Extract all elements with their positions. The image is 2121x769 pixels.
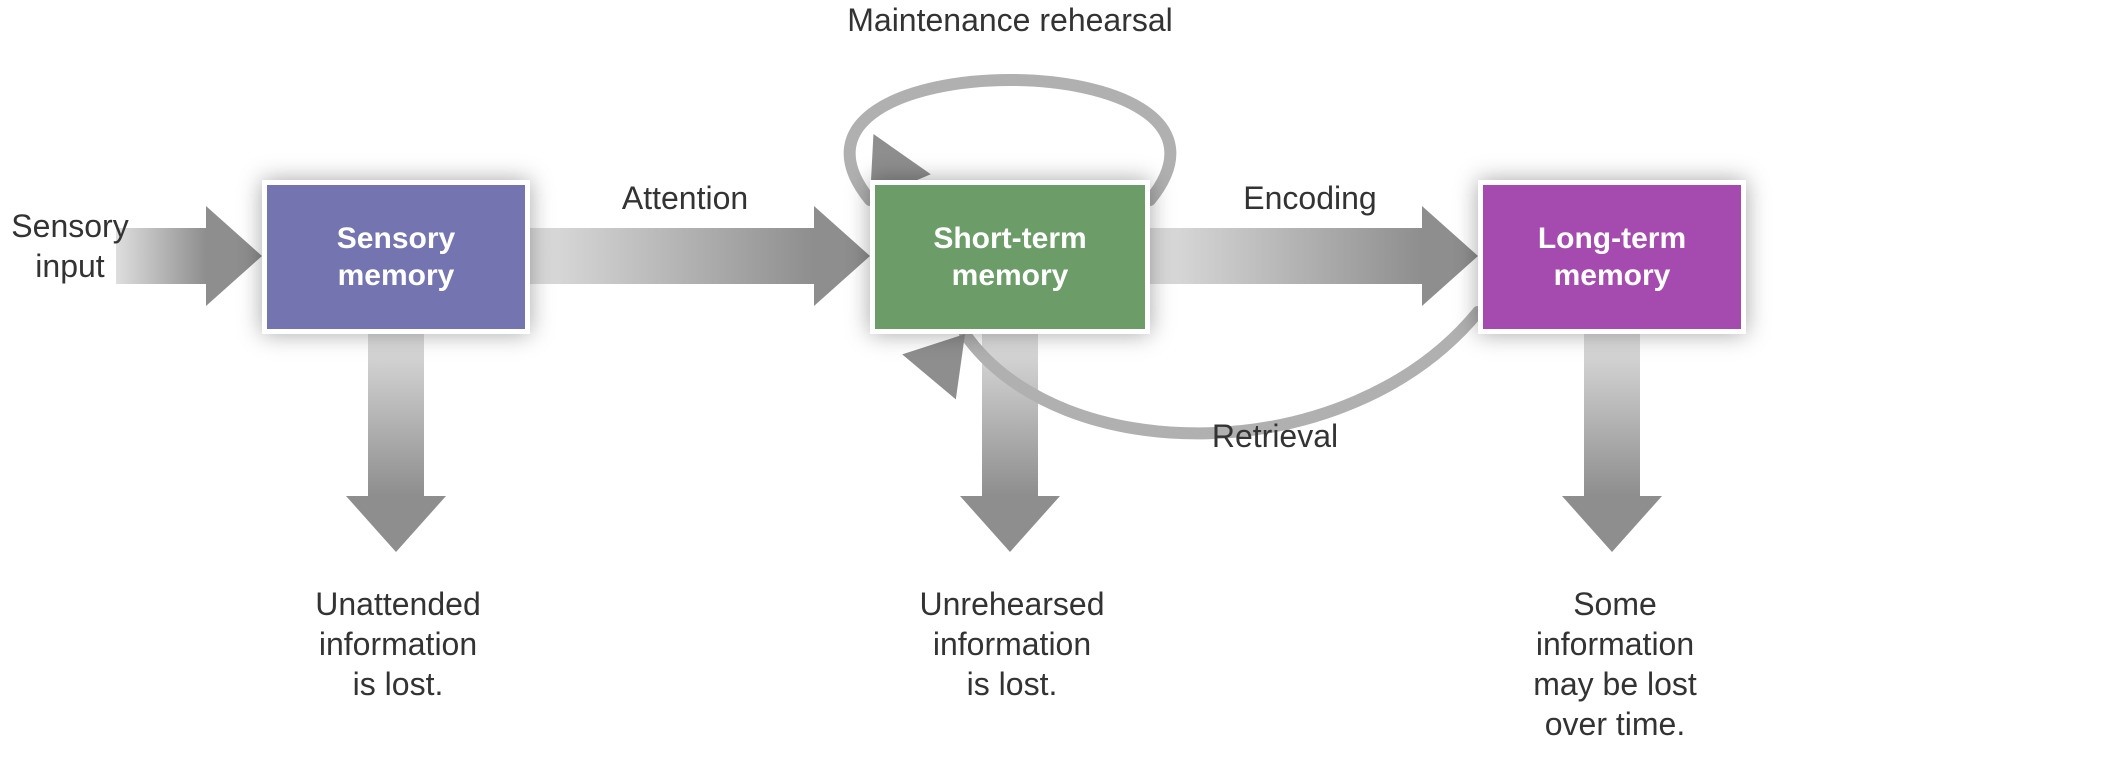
arrow-loss-sensory-head-icon [346, 496, 446, 552]
node-long-term-memory: Long-term memory [1478, 180, 1746, 334]
node-long-term-memory-text: Long-term memory [1538, 220, 1686, 295]
arrow-loss-long-term-shaft [1584, 334, 1640, 496]
label-sensory-input: Sensory input [0, 206, 140, 286]
node-sensory-memory: Sensory memory [262, 180, 530, 334]
node-short-term-memory-text: Short-term memory [933, 220, 1086, 295]
arrow-attention-head-icon [814, 206, 870, 306]
arrow-loss-short-term-head-icon [960, 496, 1060, 552]
label-encoding: Encoding [1210, 178, 1410, 218]
label-retrieval: Retrieval [1175, 416, 1375, 456]
label-maintenance-rehearsal: Maintenance rehearsal [800, 0, 1220, 40]
arrow-loss-short-term-shaft [982, 334, 1038, 496]
arrow-encoding-head-icon [1422, 206, 1478, 306]
memory-model-diagram: Sensory memory Short-term memory Long-te… [0, 0, 2121, 769]
label-attention: Attention [585, 178, 785, 218]
node-short-term-memory: Short-term memory [870, 180, 1150, 334]
label-loss-sensory: Unattended information is lost. [278, 584, 518, 704]
arrow-loss-sensory-shaft [368, 334, 424, 496]
arrow-sensory-input-head-icon [206, 206, 262, 306]
arrow-retrieval-head-icon [902, 334, 965, 399]
label-loss-long-term: Some information may be lost over time. [1495, 584, 1735, 744]
label-loss-short-term: Unrehearsed information is lost. [892, 584, 1132, 704]
arrow-attention-shaft [530, 228, 814, 284]
arrow-loss-long-term-head-icon [1562, 496, 1662, 552]
node-sensory-memory-text: Sensory memory [337, 220, 455, 295]
arrow-encoding-shaft [1150, 228, 1422, 284]
